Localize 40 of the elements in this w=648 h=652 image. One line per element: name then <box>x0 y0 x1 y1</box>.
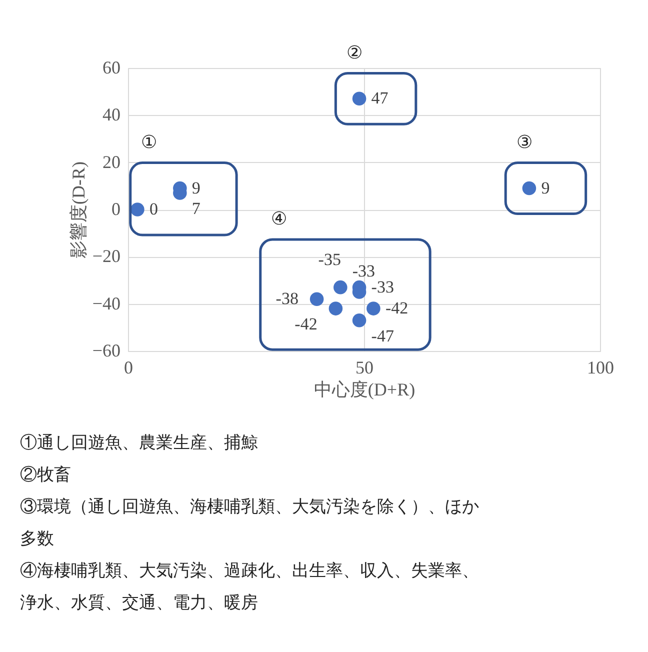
x-tick-label: 100 <box>587 358 614 378</box>
y-tick-label: 40 <box>102 104 120 125</box>
y-tick-label: 0 <box>112 199 120 219</box>
data-label: -38 <box>276 289 298 308</box>
point <box>328 302 343 316</box>
y-tick-label: −20 <box>92 246 120 266</box>
point <box>130 202 144 216</box>
text: 多数 <box>20 529 54 548</box>
y-axis-title: 影響度(D-R) <box>68 162 88 258</box>
text: 浄水、水質、交通、電力、暖房 <box>20 593 258 612</box>
text: ③環境（通し回遊魚、海棲哺乳類、大気汚染を除く）、ほか <box>20 497 479 516</box>
data-label: -42 <box>294 314 318 334</box>
data-label: 47 <box>371 88 389 108</box>
data-label: 7 <box>192 198 201 218</box>
x-tick-label: 0 <box>124 358 133 378</box>
annotation: ③ <box>516 132 532 152</box>
data-label: -47 <box>371 326 394 346</box>
x-tick-label: 50 <box>356 358 374 378</box>
point <box>352 313 366 328</box>
text: ②牧畜 <box>20 465 71 484</box>
x-axis-title: 中心度(D+R) <box>314 380 416 400</box>
point <box>310 292 324 306</box>
annotation: ④ <box>271 208 288 229</box>
text: ② <box>346 42 363 62</box>
point <box>522 181 536 196</box>
point <box>352 92 366 106</box>
data-label: 0 <box>149 200 158 218</box>
annotation: ① <box>141 132 158 152</box>
data-label: 9 <box>192 178 200 198</box>
y-tick-label: 60 <box>102 58 120 78</box>
y-tick-label: −60 <box>92 340 120 360</box>
text: ④海棲哺乳類、大気汚染、過疎化、出生率、収入、失業率、 <box>20 561 479 580</box>
text: ①通し回遊魚、農業生産、捕鯨 <box>20 433 258 452</box>
point <box>366 302 380 316</box>
point <box>334 280 348 294</box>
y-tick-label: −40 <box>92 293 120 314</box>
data-label: -42 <box>385 298 408 318</box>
data-label: -35 <box>318 250 341 270</box>
data-label: 9 <box>541 178 550 198</box>
y-tick-label: 20 <box>102 152 120 172</box>
